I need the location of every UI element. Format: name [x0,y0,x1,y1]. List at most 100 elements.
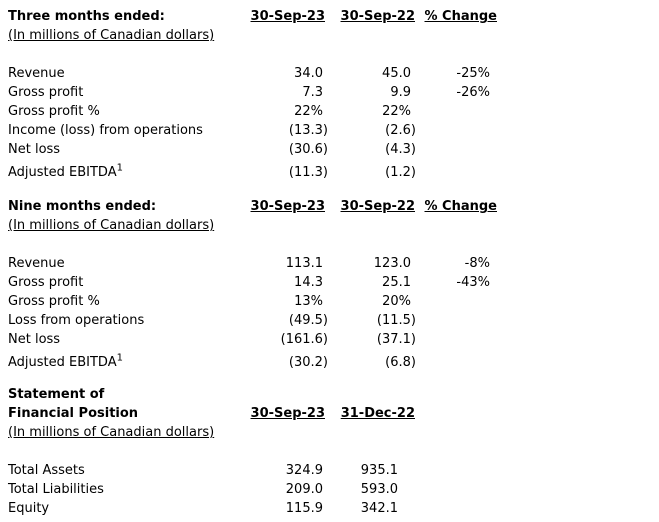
table-row: Gross profit 14.3 25.1 -43% [8,273,497,292]
value-current: 14.3 [294,275,323,290]
table-row: Net loss (161.6) (37.1) [8,330,497,349]
value-current: 13% [294,294,323,309]
value-change [415,292,497,311]
value-change [415,330,497,349]
column-header-prior-period: 31-Dec-22 [340,406,415,421]
row-label: Gross profit [8,275,84,290]
row-label: Gross profit % [8,104,100,119]
value-change [415,121,497,140]
spacer-row [8,442,415,461]
value-prior: 45.0 [382,66,411,81]
value-prior: (6.8) [385,355,416,370]
table-row: Equity 115.9 342.1 [8,499,415,518]
section-title-line1: Nine months ended: [8,199,157,214]
value-change: -8% [464,256,490,271]
value-prior: 935.1 [360,463,398,478]
row-label: Gross profit [8,85,84,100]
units-note-row: (In millions of Canadian dollars) [8,216,497,235]
value-current: (30.6) [288,142,328,157]
nine-months-table: Nine months ended: 30-Sep-23 30-Sep-22 %… [8,197,497,372]
value-change: -25% [456,66,490,81]
value-current: (49.5) [288,313,328,328]
table-header-row: Nine months ended: 30-Sep-23 30-Sep-22 %… [8,197,497,216]
value-change: -26% [456,85,490,100]
units-note: (In millions of Canadian dollars) [8,218,215,233]
table-row: Revenue 34.0 45.0 -25% [8,64,497,83]
table-header-row: Statement of Financial Position 30-Sep-2… [8,385,415,423]
table-row: Net loss (30.6) (4.3) [8,140,497,159]
section-title: Three months ended: [8,7,240,26]
row-label: Adjusted EBITDA1 [8,352,123,370]
value-prior: 22% [382,104,411,119]
value-prior: 20% [382,294,411,309]
column-header-prior-period: 30-Sep-22 [340,9,415,24]
value-prior: (11.5) [376,313,416,328]
value-change [415,159,497,182]
section-title-line1: Statement of [8,387,105,402]
units-note-row: (In millions of Canadian dollars) [8,423,415,442]
row-label: Adjusted EBITDA1 [8,162,123,180]
value-prior: (2.6) [385,123,416,138]
value-current: 209.0 [285,482,323,497]
value-current: 34.0 [294,66,323,81]
table-row: Adjusted EBITDA1 (11.3) (1.2) [8,159,497,182]
row-label: Revenue [8,66,65,81]
value-prior: 9.9 [390,85,411,100]
value-prior: 123.0 [373,256,411,271]
value-current: (161.6) [280,332,328,347]
row-label: Revenue [8,256,65,271]
row-label: Total Liabilities [8,482,104,497]
value-prior: (37.1) [376,332,416,347]
row-label: Net loss [8,332,61,347]
value-prior: 593.0 [360,482,398,497]
value-change: -43% [456,275,490,290]
value-current: 7.3 [302,85,323,100]
table-row: Gross profit 7.3 9.9 -26% [8,83,497,102]
spacer-row [8,45,497,64]
row-label: Income (loss) from operations [8,123,203,138]
column-header-change: % Change [424,199,498,214]
table-row: Revenue 113.1 123.0 -8% [8,254,497,273]
three-months-table: Three months ended: 30-Sep-23 30-Sep-22 … [8,7,497,182]
table-row: Income (loss) from operations (13.3) (2.… [8,121,497,140]
section-title-line1: Three months ended: [8,9,165,24]
value-current: (13.3) [288,123,328,138]
value-prior: (4.3) [385,142,416,157]
column-header-change: % Change [424,9,498,24]
value-current: 324.9 [285,463,323,478]
table-row: Gross profit % 13% 20% [8,292,497,311]
row-label: Net loss [8,142,61,157]
value-change [415,349,497,372]
column-header-current-period: 30-Sep-23 [250,9,325,24]
table-row: Adjusted EBITDA1 (30.2) (6.8) [8,349,497,372]
row-label: Loss from operations [8,313,145,328]
value-prior: (1.2) [385,165,416,180]
financial-position-table: Statement of Financial Position 30-Sep-2… [8,385,415,518]
value-current: (30.2) [288,355,328,370]
units-note-row: (In millions of Canadian dollars) [8,26,497,45]
table-row: Total Assets 324.9 935.1 [8,461,415,480]
table-header-row: Three months ended: 30-Sep-23 30-Sep-22 … [8,7,497,26]
units-note: (In millions of Canadian dollars) [8,28,215,43]
value-prior: 25.1 [382,275,411,290]
column-header-current-period: 30-Sep-23 [250,406,325,421]
units-note: (In millions of Canadian dollars) [8,425,215,440]
section-title: Statement of Financial Position [8,385,240,423]
row-label: Equity [8,501,50,516]
value-change [415,140,497,159]
value-current: (11.3) [288,165,328,180]
row-label: Total Assets [8,463,85,478]
value-current: 115.9 [285,501,323,516]
value-change [415,102,497,121]
footnote-ref: 1 [116,162,123,174]
table-row: Loss from operations (49.5) (11.5) [8,311,497,330]
spacer-row [8,235,497,254]
table-row: Total Liabilities 209.0 593.0 [8,480,415,499]
value-current: 113.1 [285,256,323,271]
footnote-ref: 1 [116,352,123,364]
row-label: Gross profit % [8,294,100,309]
section-title: Nine months ended: [8,197,240,216]
value-prior: 342.1 [360,501,398,516]
column-header-current-period: 30-Sep-23 [250,199,325,214]
column-header-prior-period: 30-Sep-22 [340,199,415,214]
